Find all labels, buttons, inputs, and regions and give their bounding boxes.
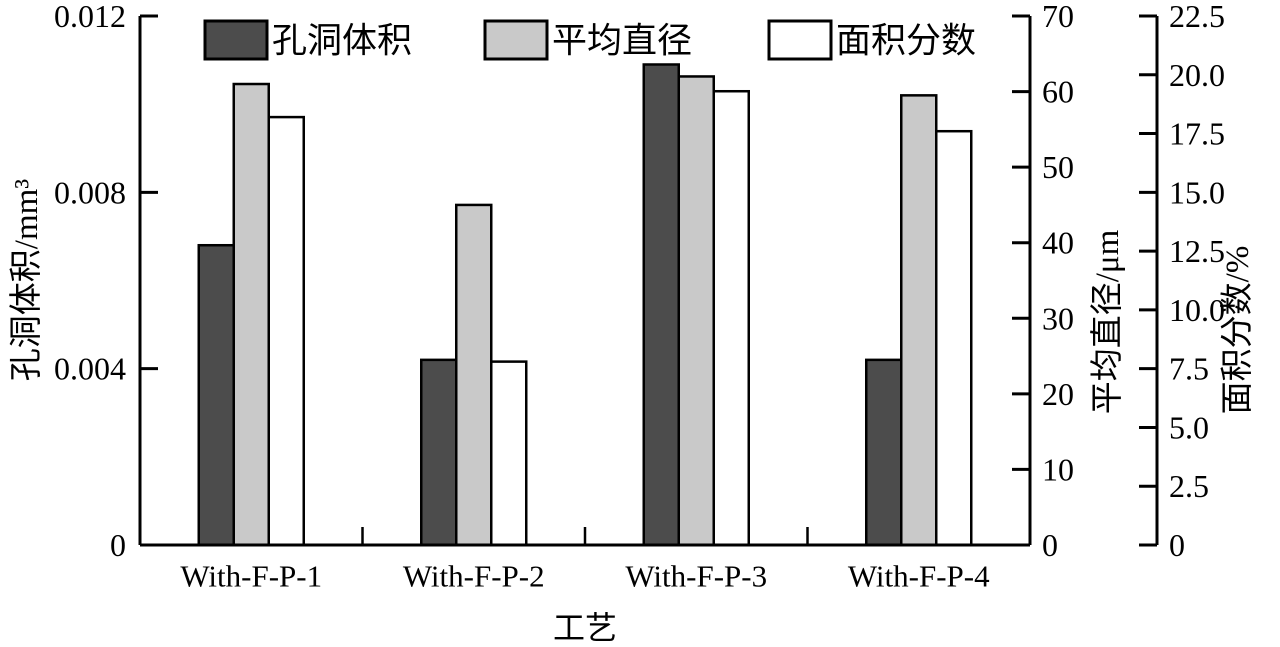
right2-axis-tick-label: 10.0 [1169, 292, 1225, 328]
right2-axis-tick-label: 20.0 [1169, 57, 1225, 93]
bar-pore-volume-2 [420, 358, 458, 547]
left-axis-tick-label: 0.012 [54, 0, 126, 34]
right1-axis-tick-label: 30 [1042, 300, 1074, 336]
bar-avg-diameter-1 [232, 82, 270, 547]
bar-area-fraction-2 [490, 360, 528, 547]
x-tick-label: With-F-P-4 [848, 559, 990, 594]
right1-axis-title: 平均直径/μm [1089, 229, 1126, 414]
legend-swatch-area-fraction [767, 19, 833, 61]
x-tick-label: With-F-P-1 [180, 559, 322, 594]
bar-avg-diameter-2 [455, 203, 493, 547]
right1-axis-tick-label: 60 [1042, 74, 1074, 110]
right2-axis-tick-label: 2.5 [1169, 468, 1209, 504]
right2-axis-tick-label: 15.0 [1169, 174, 1225, 210]
right1-axis-tick-label: 20 [1042, 376, 1074, 412]
right2-axis-tick-label: 0 [1169, 527, 1185, 563]
right2-axis-title: 面积分数/% [1219, 246, 1256, 415]
x-tick-label: With-F-P-2 [403, 559, 545, 594]
bar-area-fraction-4 [935, 129, 973, 547]
right1-axis-tick-label: 0 [1042, 527, 1058, 563]
x-tick-label: With-F-P-3 [625, 559, 767, 594]
bar-area-fraction-1 [267, 115, 305, 547]
legend-label-area-fraction: 面积分数 [836, 22, 976, 61]
left-axis-tick-label: 0.008 [54, 174, 126, 210]
legend-swatch-avg-diameter [483, 19, 549, 61]
left-axis-tick-label: 0 [110, 527, 126, 563]
bar-pore-volume-4 [865, 358, 903, 547]
legend-swatch-pore-volume [203, 19, 269, 61]
right1-axis-tick-label: 70 [1042, 0, 1074, 34]
bar-avg-diameter-3 [677, 75, 715, 547]
bar-area-fraction-3 [712, 89, 750, 547]
right2-axis-tick-label: 5.0 [1169, 409, 1209, 445]
bar-pore-volume-3 [642, 63, 680, 547]
legend-label-avg-diameter: 平均直径 [552, 22, 692, 61]
right2-axis-tick-label: 22.5 [1169, 0, 1225, 34]
left-axis-tick-label: 0.004 [54, 351, 126, 387]
bar-pore-volume-1 [197, 243, 235, 547]
right1-axis-tick-label: 10 [1042, 451, 1074, 487]
right2-axis-tick-label: 7.5 [1169, 351, 1209, 387]
left-axis-title: 孔洞体积/mm³ [8, 179, 45, 382]
right2-axis-tick-label: 17.5 [1169, 116, 1225, 152]
x-axis-title: 工艺 [553, 610, 617, 646]
right1-axis-tick-label: 40 [1042, 225, 1074, 261]
bar-avg-diameter-4 [900, 94, 938, 547]
legend-label-pore-volume: 孔洞体积 [272, 22, 412, 61]
right1-axis-tick-label: 50 [1042, 149, 1074, 185]
right2-axis-tick-label: 12.5 [1169, 233, 1225, 269]
